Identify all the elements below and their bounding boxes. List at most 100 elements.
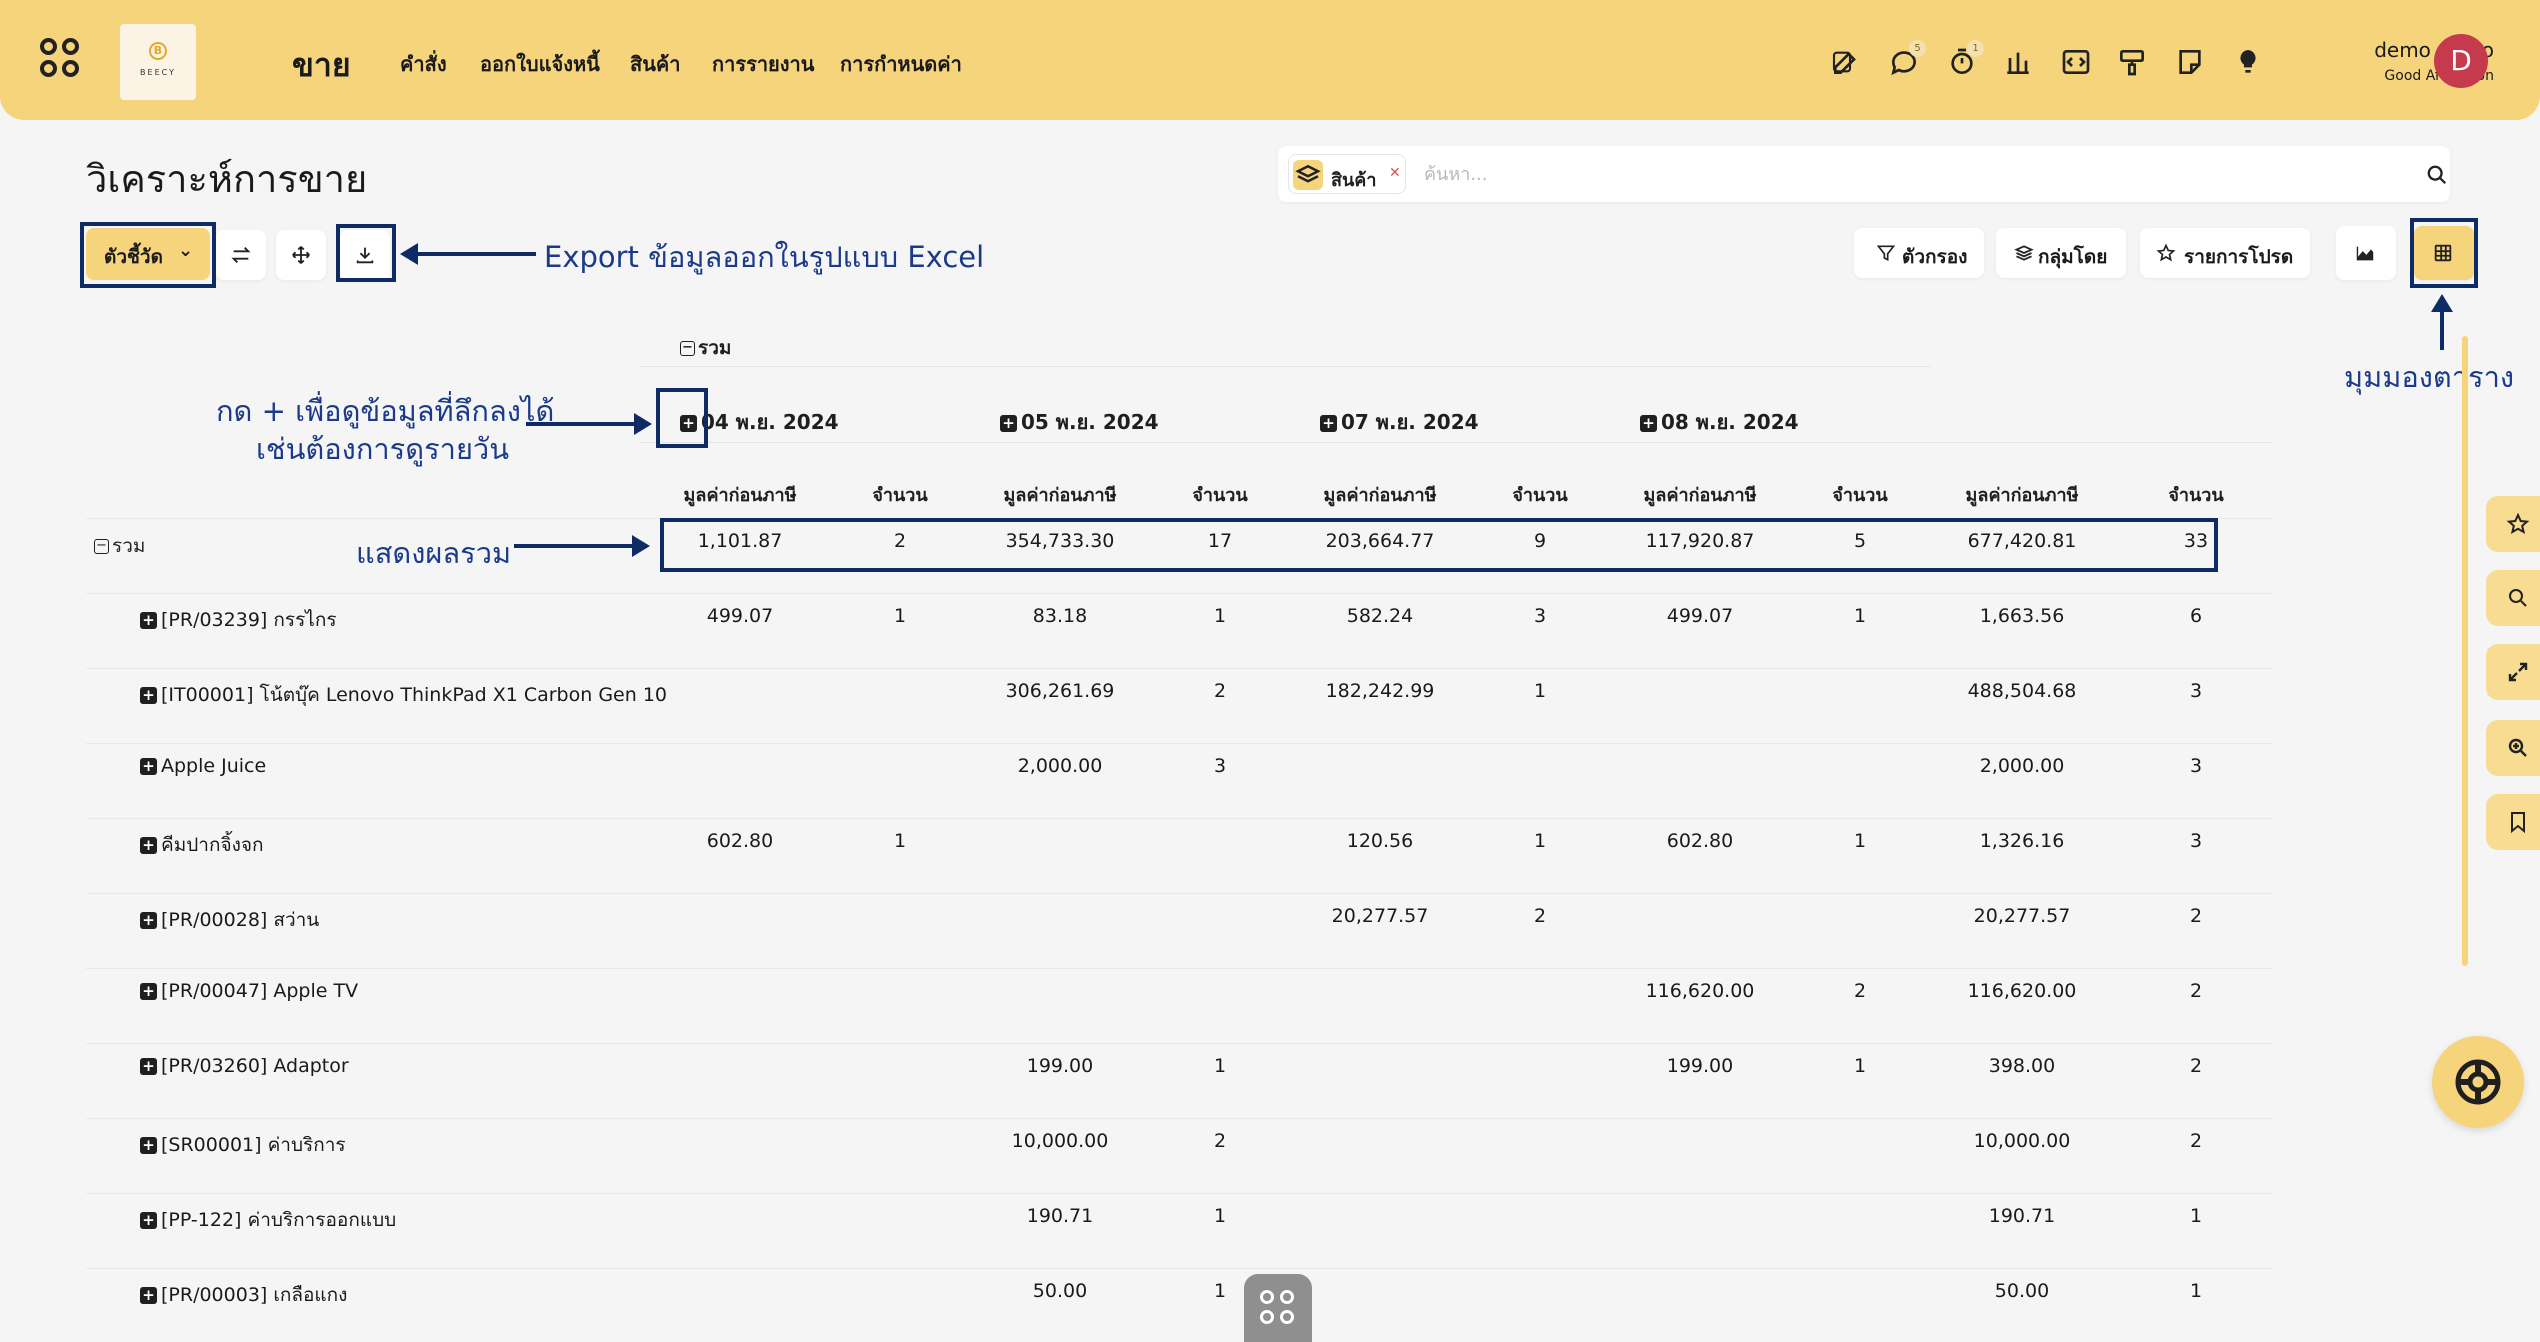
expand-plus-icon[interactable]: + [140,687,157,704]
expand-plus-icon[interactable]: + [1000,415,1017,432]
flip-axis-button[interactable] [216,230,266,280]
table-cell[interactable]: 488,504.68 [1967,680,2077,702]
total-cell[interactable]: 33 [2183,530,2209,552]
date-header-3[interactable]: +07 พ.ย. 2024 [1320,406,1479,438]
table-cell[interactable]: 20,277.57 [1973,905,2071,927]
search-bar[interactable]: สินค้า ✕ [1278,146,2450,202]
table-cell[interactable]: 50.00 [1032,1280,1088,1302]
table-cell[interactable]: 499.07 [1666,605,1734,627]
rail-bookmark-button[interactable] [2486,794,2540,850]
expand-plus-icon[interactable]: + [680,415,697,432]
table-cell[interactable]: 2 [2189,980,2203,1002]
table-cell[interactable]: 3 [1533,605,1547,627]
rail-zoom-button[interactable] [2486,720,2540,776]
row-header[interactable]: + [PP-122] ค่าบริการออกแบบ [140,1205,396,1235]
total-cell[interactable]: 1,101.87 [697,530,783,552]
row-header[interactable]: + [PR/03239] กรรไกร [140,605,337,635]
column-header-untaxed[interactable]: มูลค่าก่อนภาษี [683,485,797,506]
favorites-button[interactable]: รายการโปรด [2140,228,2310,278]
table-cell[interactable]: 3 [2189,680,2203,702]
bulb-icon[interactable] [2232,46,2264,78]
table-cell[interactable]: 83.18 [1032,605,1088,627]
expand-plus-icon[interactable]: + [1640,415,1657,432]
table-cell[interactable]: 1,326.16 [1979,830,2065,852]
table-cell[interactable]: 10,000.00 [1973,1130,2071,1152]
row-header[interactable]: + Apple Juice [140,755,266,777]
expand-plus-icon[interactable]: + [140,1287,157,1304]
table-cell[interactable]: 3 [1213,755,1227,777]
total-cell[interactable]: 9 [1533,530,1547,552]
nav-invoicing[interactable]: ออกใบแจ้งหนี้ [480,52,600,76]
expand-plus-icon[interactable]: + [140,1212,157,1229]
table-cell[interactable]: 50.00 [1994,1280,2050,1302]
table-cell[interactable]: 1 [1533,680,1547,702]
collapse-icon[interactable]: − [94,539,109,554]
pivot-view-button[interactable] [2414,226,2474,280]
column-header-untaxed[interactable]: มูลค่าก่อนภาษี [1003,485,1117,506]
expand-plus-icon[interactable]: + [140,1058,157,1075]
table-cell[interactable]: 116,620.00 [1645,980,1755,1002]
table-cell[interactable]: 2,000.00 [1017,755,1103,777]
expand-plus-icon[interactable]: + [140,983,157,1000]
table-cell[interactable]: 116,620.00 [1967,980,2077,1002]
column-header-quantity[interactable]: จำนวน [1192,485,1248,506]
note-icon[interactable] [2174,46,2206,78]
row-header[interactable]: + คีมปากจิ้งจก [140,830,264,860]
expand-plus-icon[interactable]: + [140,1137,157,1154]
table-cell[interactable]: 499.07 [706,605,774,627]
table-cell[interactable]: 1 [893,605,907,627]
nav-orders[interactable]: คำสั่ง [400,52,447,76]
table-cell[interactable]: 3 [2189,830,2203,852]
column-header-quantity[interactable]: จำนวน [1512,485,1568,506]
edit-icon[interactable] [1830,46,1862,78]
table-cell[interactable]: 1 [2189,1280,2203,1302]
export-excel-button[interactable] [340,230,390,280]
timer-icon[interactable]: 1 [1946,40,1984,78]
nav-products[interactable]: สินค้า [630,52,681,76]
help-button[interactable] [2432,1036,2524,1128]
chat-icon[interactable]: 5 [1888,40,1926,78]
date-header-2[interactable]: +05 พ.ย. 2024 [1000,406,1159,438]
total-cell[interactable]: 17 [1207,530,1233,552]
table-cell[interactable]: 2 [2189,1130,2203,1152]
nav-reporting[interactable]: การรายงาน [712,52,815,76]
apps-menu-icon[interactable] [40,38,90,88]
total-cell[interactable]: 203,664.77 [1325,530,1435,552]
table-cell[interactable]: 1 [1213,1055,1227,1077]
column-header-quantity[interactable]: จำนวน [1832,485,1888,506]
table-cell[interactable]: 2 [1533,905,1547,927]
column-header-untaxed[interactable]: มูลค่าก่อนภาษี [1643,485,1757,506]
table-cell[interactable]: 20,277.57 [1331,905,1429,927]
table-cell[interactable]: 2 [1213,680,1227,702]
column-total-header[interactable]: − รวม [680,333,731,363]
table-cell[interactable]: 2 [2189,905,2203,927]
avatar[interactable]: D [2434,34,2488,88]
row-total-header[interactable]: − รวม [94,531,145,561]
paint-icon[interactable] [2116,46,2148,78]
table-cell[interactable]: 1 [1213,1280,1227,1302]
table-cell[interactable]: 3 [2189,755,2203,777]
column-header-quantity[interactable]: จำนวน [872,485,928,506]
expand-plus-icon[interactable]: + [140,612,157,629]
filter-button[interactable]: ตัวกรอง [1854,228,1984,278]
search-icon[interactable] [2426,164,2448,186]
table-cell[interactable]: 1 [893,830,907,852]
apps-launcher-button[interactable] [1244,1274,1312,1342]
table-cell[interactable]: 2 [1853,980,1867,1002]
nav-configuration[interactable]: การกำหนดค่า [840,52,962,76]
table-cell[interactable]: 602.80 [706,830,774,852]
table-cell[interactable]: 1 [1213,605,1227,627]
collapse-icon[interactable]: − [680,341,695,356]
table-cell[interactable]: 1,663.56 [1979,605,2065,627]
table-cell[interactable]: 1 [1533,830,1547,852]
bank-icon[interactable] [2002,46,2034,78]
total-cell[interactable]: 5 [1853,530,1867,552]
scrollbar[interactable] [2462,336,2468,966]
date-header-1[interactable]: +04 พ.ย. 2024 [680,406,839,438]
row-header[interactable]: + [PR/00047] Apple TV [140,980,358,1002]
table-cell[interactable]: 2 [1213,1130,1227,1152]
row-header[interactable]: + [PR/00003] เกลือแกง [140,1280,347,1310]
table-cell[interactable]: 582.24 [1346,605,1414,627]
row-header[interactable]: + [PR/00028] สว่าน [140,905,319,935]
group-by-button[interactable]: กลุ่มโดย [1996,228,2126,278]
